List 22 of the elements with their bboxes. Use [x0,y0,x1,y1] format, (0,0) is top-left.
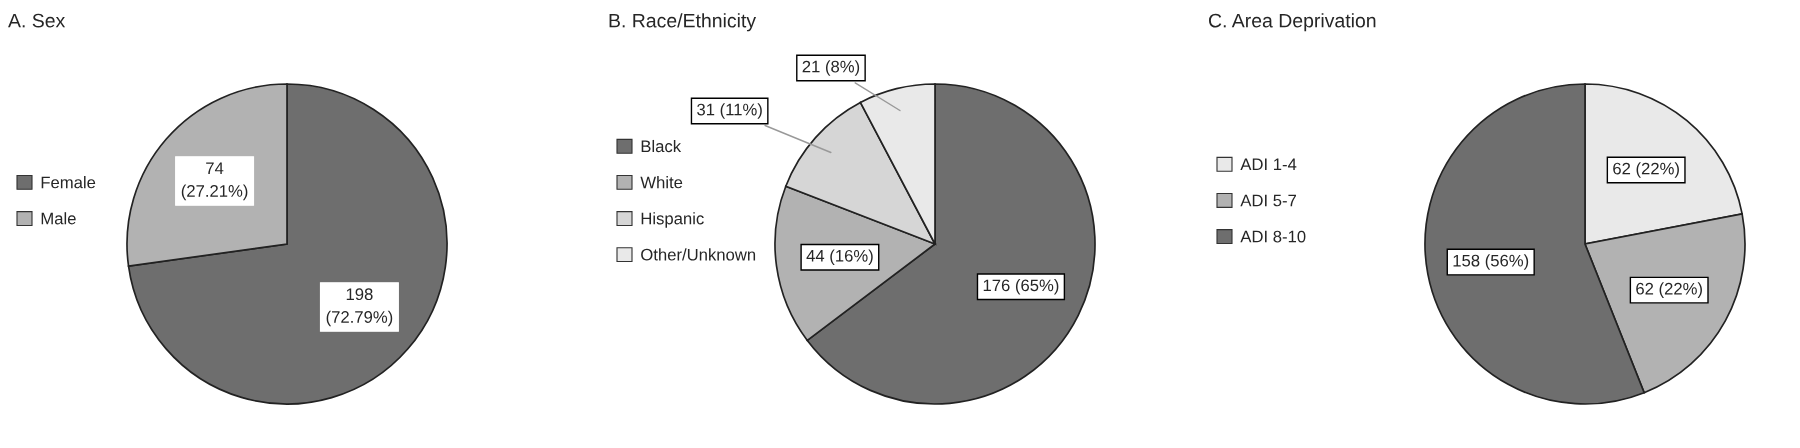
data-label: 31 (11%) [697,103,762,119]
legend-label: Hispanic [641,212,704,228]
legend-label: ADI 5-7 [1240,194,1296,207]
data-label: 62 (22%) [1613,162,1679,178]
data-label: 176 (65%) [983,279,1059,295]
chart-title: A. Sex [8,13,66,28]
legend-label: Black [641,139,682,153]
data-label: 44 (16%) [806,249,873,266]
data-label: 158 (56%) [1453,254,1529,270]
legend-label: Other/Unknown [641,248,756,261]
legend-label: ADI 1-4 [1240,158,1297,171]
pie-slice [127,83,448,405]
data-label: 21 (8%) [802,60,860,76]
data-label: 198 (72.79%) [326,288,393,327]
data-label: 74 (27.21%) [181,162,248,201]
chart-title: C. Area Deprivation [1208,13,1376,32]
legend-label: ADI 8-10 [1240,230,1306,243]
legend-label: Male [41,212,76,225]
data-label: 62 (22%) [1636,282,1702,298]
chart-title: B. Race/Ethnicity [609,13,757,32]
legend-label: Female [41,176,96,189]
legend-label: White [640,176,683,189]
